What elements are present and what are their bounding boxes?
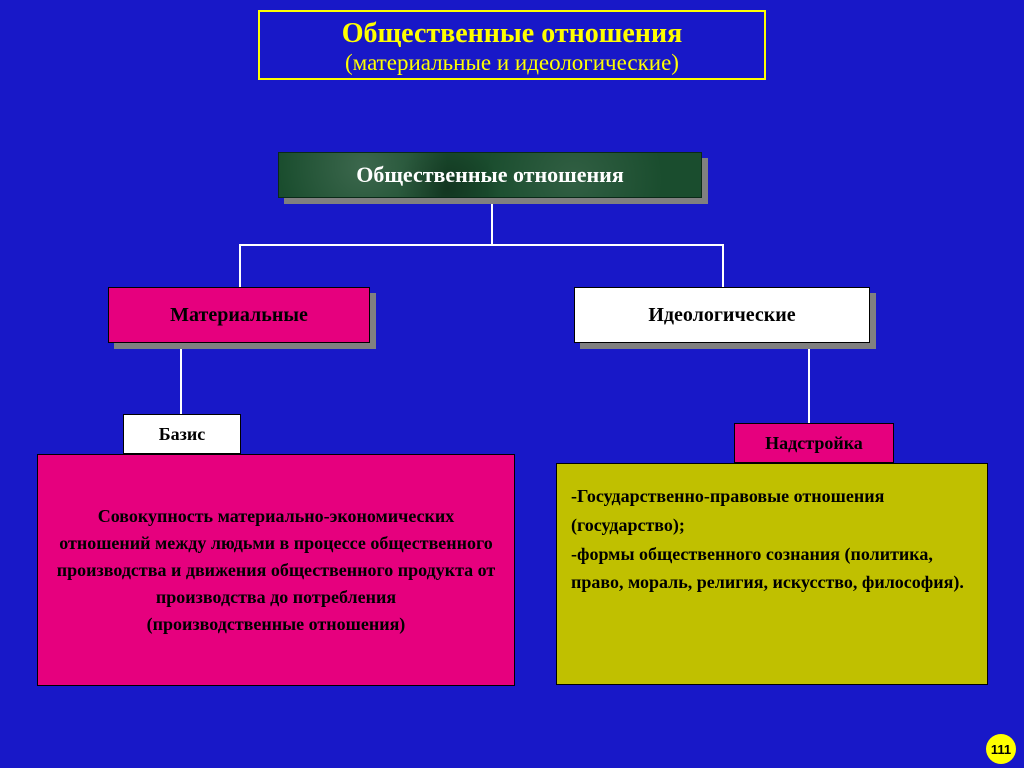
page-number-badge: 111: [986, 734, 1016, 764]
connector-line: [180, 343, 182, 414]
desc-left: Совокупность материально-экономических о…: [37, 454, 515, 686]
connector-line: [491, 198, 493, 244]
tag-left: Базис: [123, 414, 241, 454]
connector-line: [722, 244, 724, 287]
root-node: Общественные отношения: [278, 152, 702, 198]
branch-left-label: Материальные: [108, 287, 370, 343]
connector-line: [808, 343, 810, 423]
title-box: Общественные отношения (материальные и и…: [258, 10, 766, 80]
connector-line: [239, 244, 241, 287]
branch-left: Материальные: [108, 287, 370, 343]
title-main: Общественные отношения: [284, 18, 740, 50]
branch-right-label: Идеологические: [574, 287, 870, 343]
desc-right: -Государственно-правовые отношения (госу…: [556, 463, 988, 685]
connector-line: [239, 244, 722, 246]
root-label: Общественные отношения: [278, 152, 702, 198]
title-sub: (материальные и идеологические): [284, 50, 740, 76]
tag-right: Надстройка: [734, 423, 894, 463]
branch-right: Идеологические: [574, 287, 870, 343]
